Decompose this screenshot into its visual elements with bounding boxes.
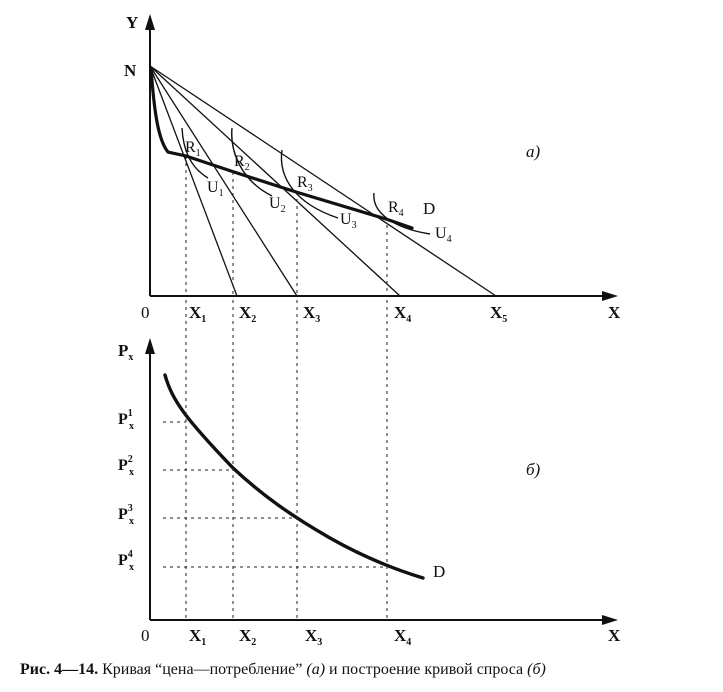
top-origin-label: 0: [141, 303, 150, 322]
curve-u1-label: U1: [207, 179, 224, 199]
bottom-x-arrow: [602, 615, 618, 625]
curve-u4-label: U4: [435, 225, 452, 245]
caption-text: Кривая “цена—потребление”: [98, 661, 307, 678]
top-y-arrow: [145, 14, 155, 30]
caption-middle: и построение кривой спроса: [325, 661, 528, 678]
bottom-x-tick-2: X2: [239, 626, 256, 648]
panel-a-label: a): [526, 142, 541, 161]
bottom-x-tick-4: X4: [394, 626, 411, 648]
price-consumption-curve: [149, 66, 414, 230]
top-x-tick-2: X2: [239, 303, 256, 325]
top-x-axis-label: X: [608, 303, 621, 322]
budget-line-4: [149, 65, 497, 297]
curve-u2-label: U2: [269, 195, 286, 215]
top-x-tick-4: X4: [394, 303, 411, 325]
budget-line-1: [149, 65, 238, 297]
bottom-x-tick-3: X3: [305, 626, 322, 648]
bottom-x-axis-label: X: [608, 626, 621, 645]
point-n-label: N: [124, 61, 137, 80]
caption-number: Рис. 4—14.: [20, 661, 99, 678]
point-r3-label: R3: [297, 174, 313, 194]
point-r1-label: R1: [185, 139, 201, 159]
demand-curve: [163, 373, 425, 580]
indifference-curve-u1: [181, 127, 209, 179]
bottom-origin-label: 0: [141, 626, 150, 645]
top-x-tick-3: X3: [303, 303, 320, 325]
demand-curve-label: D: [433, 562, 445, 581]
top-x-tick-5: X5: [490, 303, 507, 325]
panel-b-label: б): [526, 460, 541, 479]
y-axis-label: Y: [126, 13, 138, 32]
point-r2-label: R2: [234, 153, 250, 173]
pcc-curve-label: D: [423, 199, 435, 218]
budget-line-2: [149, 65, 298, 297]
price-label-1: P1 x: [118, 408, 134, 432]
caption-part-b: (б): [527, 661, 546, 678]
figure-caption: Рис. 4—14. Кривая “цена—потребление” (а)…: [20, 661, 720, 679]
top-x-tick-1: X1: [189, 303, 206, 325]
price-label-2: P2 x: [118, 454, 134, 478]
budget-line-3: [149, 65, 401, 297]
top-x-arrow: [602, 291, 618, 301]
top-panel: Y N 0 X a) X1 X2 X3 X4 X5 R1 R2 R3 R4 U1…: [124, 13, 621, 325]
indifference-curve-u3: [280, 149, 339, 219]
bottom-panel: Px P1 x P2 x P3 x P4 x 0 X б) D X1 X2 X3 X4: [118, 300, 621, 648]
point-r4-label: R4: [388, 199, 404, 219]
caption-part-a: (а): [306, 661, 326, 678]
price-label-3: P3 x: [118, 503, 134, 527]
bottom-y-arrow: [145, 338, 155, 354]
curve-u3-label: U3: [340, 211, 357, 231]
bottom-y-axis-label: Px: [118, 341, 133, 363]
bottom-x-tick-1: X1: [189, 626, 206, 648]
indifference-curve-u2: [231, 127, 273, 197]
price-label-4: P4 x: [118, 549, 134, 573]
